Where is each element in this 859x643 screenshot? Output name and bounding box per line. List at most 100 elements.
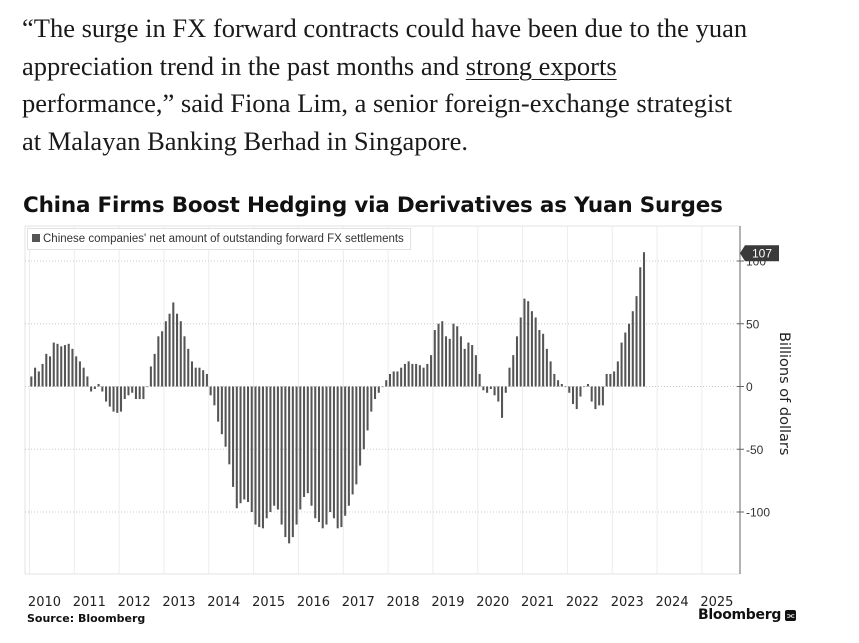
bar [471,345,474,387]
bar [515,336,519,387]
bar [232,386,235,487]
bar [605,373,608,387]
bar [467,342,470,387]
bar [41,363,44,387]
bar [430,355,433,387]
bar [205,373,208,387]
bar [560,383,563,387]
bar [332,386,335,519]
bar [624,332,627,387]
bar [642,252,646,387]
bar [157,336,160,387]
bar [75,356,78,387]
bar [86,376,89,387]
legend-label: Chinese companies' net amount of outstan… [43,233,404,245]
bar [501,386,504,418]
bar [280,386,283,525]
y-tick-label: 0 [746,380,753,394]
x-tick-label: 2024 [656,595,689,610]
y-axis-title: Billions of dollars [776,332,792,455]
bar [463,348,466,387]
bar [284,386,287,538]
bar [34,367,37,387]
bar [291,386,294,538]
bar [336,386,339,529]
x-tick-label: 2012 [118,595,151,610]
x-tick-label: 2019 [431,595,464,610]
bar [161,331,164,387]
bar [355,386,358,485]
bar [131,386,134,393]
bar [523,298,526,387]
bloomberg-badge-icon: ⫗ [785,610,797,621]
x-tick-label: 2016 [297,595,330,610]
x-tick-label: 2015 [252,595,285,610]
bar [325,386,328,525]
bar [347,386,350,506]
bar [385,380,388,387]
bar [411,363,414,387]
bar [295,386,298,525]
bar [306,386,309,494]
bar [568,386,571,393]
bar [452,323,455,387]
x-tick-label: 2020 [476,595,509,610]
bar [198,367,201,387]
bar [613,371,616,387]
bar [71,348,74,387]
bar [422,367,425,387]
bar [441,321,444,387]
bar [127,386,130,396]
bar [183,336,186,387]
bar [557,380,560,387]
bar [418,365,421,387]
strong-exports-link[interactable]: strong exports [465,50,617,81]
bar [269,386,272,512]
bar [246,386,250,502]
bar [250,386,253,512]
bar [512,355,515,387]
bar [366,386,369,431]
bar [545,348,548,387]
bar [101,386,104,392]
bar [49,356,52,387]
bar [407,361,410,387]
bar [530,311,533,387]
bar [564,386,567,388]
bar [370,386,373,412]
bar [415,363,418,387]
bar [620,342,623,387]
bar [78,361,81,387]
bar [579,386,582,397]
bar [609,373,612,387]
bar [542,333,545,387]
y-tick-label: -50 [746,443,764,457]
bar [317,386,321,523]
bar [235,386,238,509]
bar [112,386,115,412]
x-tick-label: 2017 [342,595,375,610]
bar [176,313,179,387]
bar [97,383,100,387]
bar [30,376,33,387]
bar [146,386,149,388]
bar [538,330,541,387]
bar [400,367,403,387]
article-quote: “The surge in FX forward contracts could… [22,10,822,160]
x-tick-label: 2022 [566,595,599,610]
bar [340,386,343,528]
bar [635,296,638,387]
bar [631,311,634,387]
bar [119,386,123,412]
bar [258,386,261,528]
x-tick-label: 2023 [611,595,644,610]
bar [426,363,429,387]
bar [56,343,59,387]
bar [519,317,522,387]
bar [37,371,40,387]
bar [590,386,593,402]
bar [243,386,246,500]
bar [134,386,137,400]
bar [288,386,291,544]
bar [213,386,216,406]
